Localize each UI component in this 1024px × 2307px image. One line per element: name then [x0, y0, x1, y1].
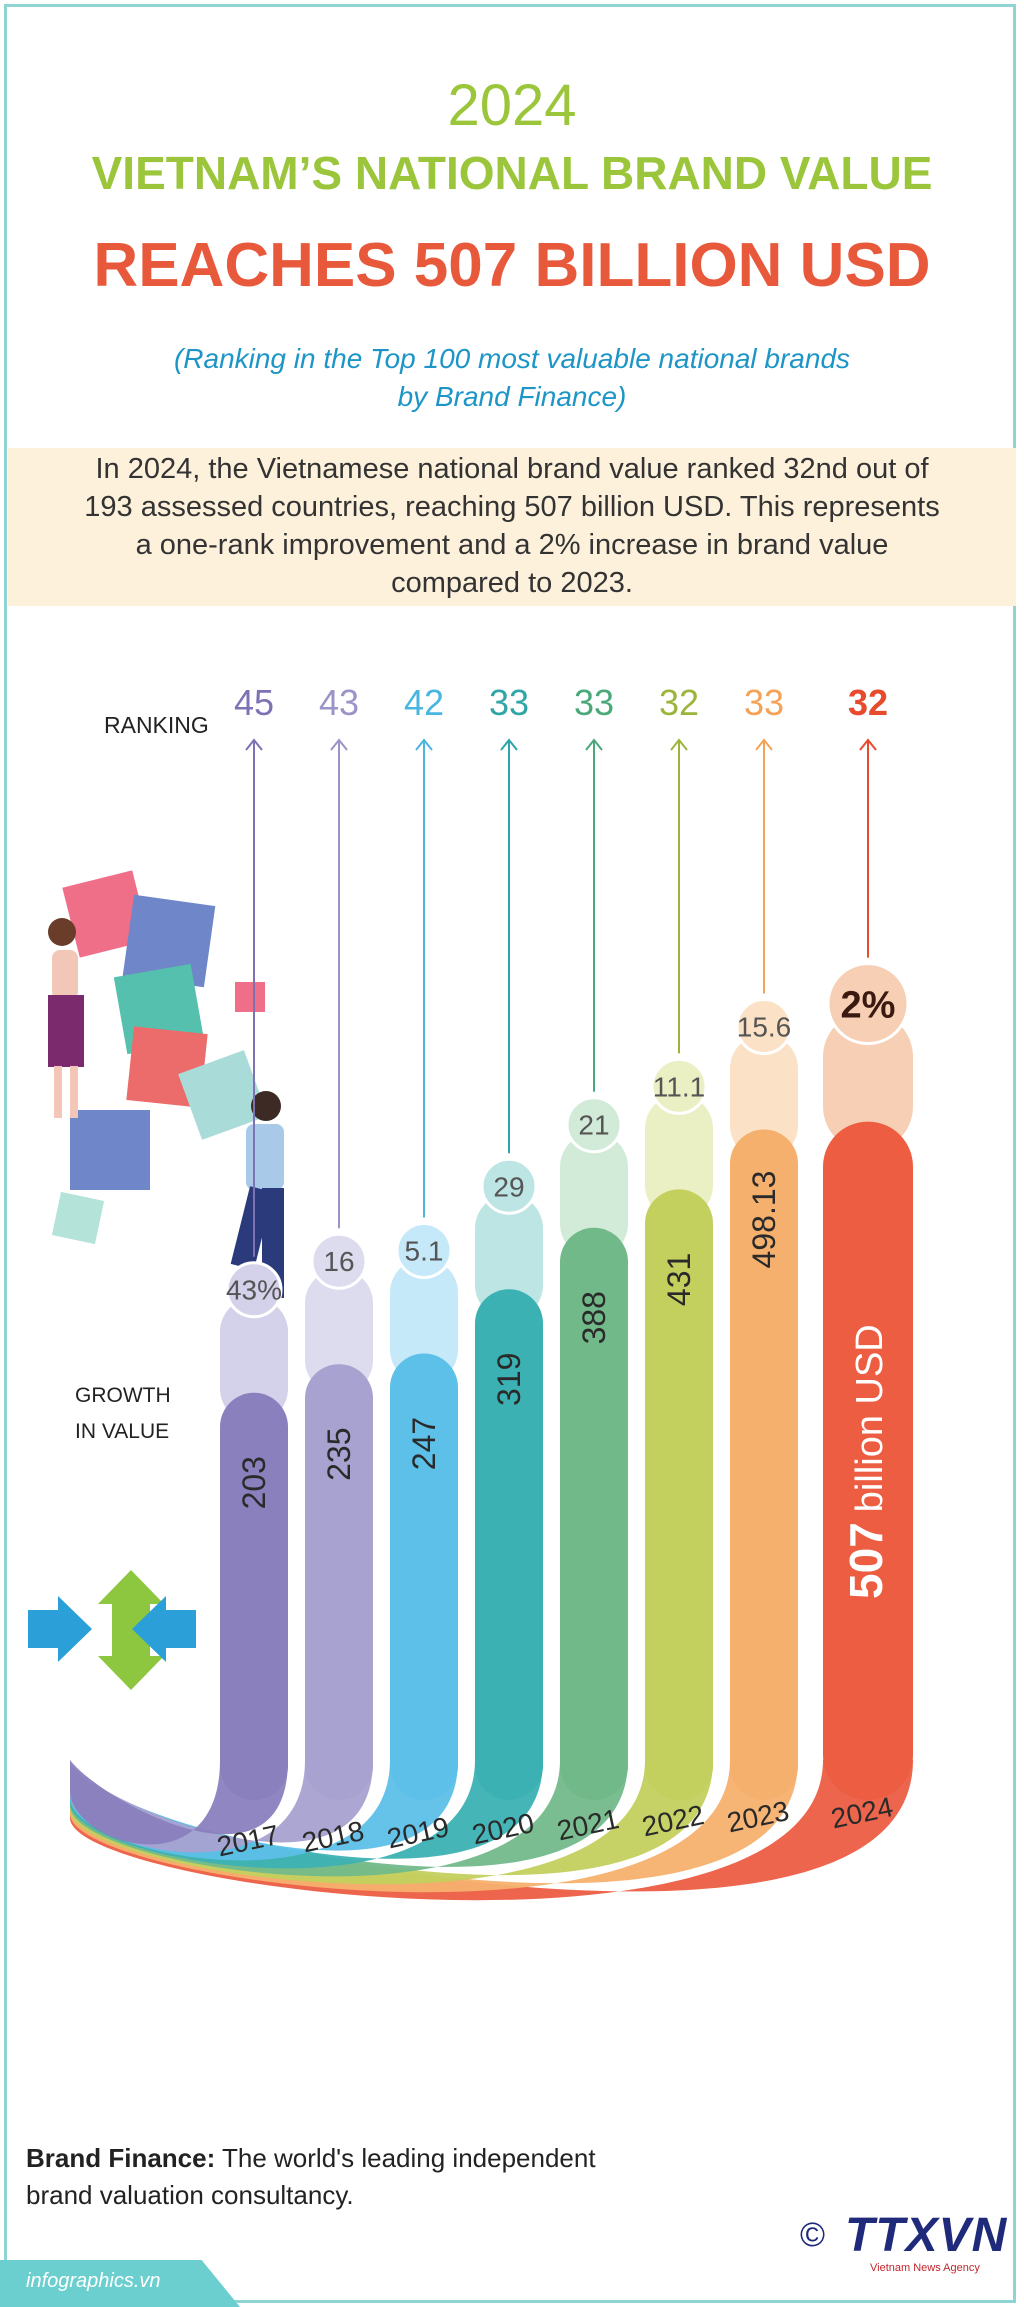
growth-bubble-2021 [565, 1096, 623, 1154]
person-woman-icon [48, 918, 84, 1118]
rank-value-2019: 42 [404, 682, 444, 723]
growth-label-2021: 21 [578, 1110, 609, 1141]
growth-bubble-2018 [310, 1232, 368, 1290]
rank-arrow-head-2017 [245, 738, 263, 751]
subtitle-line-1: (Ranking in the Top 100 most valuable na… [173, 343, 851, 374]
brand-blocks-icon [51, 870, 268, 1245]
footer-site-link[interactable]: infographics.vn [26, 2270, 161, 2292]
rank-value-2023: 33 [744, 682, 784, 723]
footer-brand-name: Brand Finance: [26, 2143, 216, 2173]
value-label-2024: 507 billion USD [840, 1324, 892, 1599]
title-line-1: VIETNAM’S NATIONAL BRAND VALUE [91, 147, 933, 199]
value-label-2018: 235 [321, 1427, 357, 1480]
value-label-2022: 431 [661, 1253, 697, 1306]
bar-cap-2021 [560, 1132, 628, 1258]
rank-value-2020: 33 [489, 682, 529, 723]
growth-label-line-2: IN VALUE [75, 1420, 170, 1443]
highlight-unit: billion USD [849, 1324, 891, 1512]
bar-2023 [730, 1129, 798, 1800]
bar-cap-2017 [220, 1297, 288, 1423]
growth-bubble-2024 [826, 962, 910, 1046]
summary-line-3: a one-rank improvement and a 2% increase… [135, 529, 889, 561]
bar-2018 [305, 1364, 373, 1800]
bar-2021 [560, 1227, 628, 1800]
footer-strip [0, 2260, 240, 2307]
rank-value-2022: 32 [659, 682, 699, 723]
ranking-label: RANKING [104, 712, 209, 738]
bar-2019 [390, 1353, 458, 1800]
bar-cap-2022 [645, 1094, 713, 1220]
bar-2017 [220, 1392, 288, 1800]
decor-illustration [28, 870, 284, 1690]
rank-value-2024: 32 [848, 682, 888, 723]
bar-cap-2019 [390, 1258, 458, 1384]
rank-arrow-head-2021 [585, 738, 603, 751]
rank-arrow-head-2018 [330, 738, 348, 751]
value-label-2023: 498.13 [746, 1171, 782, 1269]
growth-bubble-2023 [735, 998, 793, 1056]
growth-bubble-2017 [225, 1261, 283, 1319]
page-frame [4, 4, 1016, 2303]
subtitle-line-2: by Brand Finance) [397, 381, 627, 412]
summary-line-4: compared to 2023. [391, 567, 633, 599]
value-label-2019: 247 [406, 1417, 442, 1470]
rank-arrow-head-2019 [415, 738, 433, 751]
growth-label-2019: 5.1 [405, 1235, 444, 1266]
rank-value-2017: 45 [234, 682, 274, 723]
summary-box: In 2024, the Vietnamese national brand v… [8, 448, 1016, 606]
copyright-icon: © [800, 2216, 826, 2254]
value-label-2021: 388 [576, 1291, 612, 1344]
bar-cap-2020 [475, 1194, 543, 1320]
rank-arrow-head-2022 [670, 738, 688, 751]
footer-description-1: The world's leading independent [215, 2143, 596, 2173]
bar-cap-2024 [823, 1011, 913, 1152]
rank-arrow-head-2020 [500, 738, 518, 751]
growth-label-2024: 2% [841, 985, 896, 1027]
growth-bubble-2019 [395, 1221, 453, 1279]
highlight-value: 507 [840, 1522, 892, 1599]
growth-label-2023: 15.6 [737, 1012, 792, 1043]
growth-label-2022: 11.1 [653, 1071, 705, 1102]
bar-2022 [645, 1189, 713, 1800]
growth-bubble-2022 [650, 1057, 708, 1115]
agency-logo: TTXVN [845, 2209, 1008, 2262]
growth-bubble-2020 [480, 1157, 538, 1215]
pinwheel-logo-icon [28, 1570, 196, 1690]
growth-label-2018: 16 [323, 1246, 354, 1277]
growth-label-line-1: GROWTH [75, 1384, 171, 1407]
bar-2020 [475, 1289, 543, 1800]
header-year: 2024 [447, 73, 577, 138]
rank-value-2021: 33 [574, 682, 614, 723]
summary-line-2: 193 assessed countries, reaching 507 bil… [84, 491, 940, 523]
bar-cap-2023 [730, 1034, 798, 1160]
footer-description-2: brand valuation consultancy. [26, 2180, 354, 2210]
rank-value-2018: 43 [319, 682, 359, 723]
value-label-2020: 319 [491, 1353, 527, 1406]
growth-label-2017: 43% [226, 1275, 282, 1306]
value-label-2017: 203 [236, 1456, 272, 1509]
bar-cap-2018 [305, 1269, 373, 1395]
growth-label-2020: 29 [493, 1171, 524, 1202]
title-line-2: REACHES 507 BILLION USD [93, 231, 931, 300]
rank-arrow-head-2023 [755, 738, 773, 751]
footer-note: Brand Finance: The world's leading indep… [26, 2140, 596, 2214]
agency-subtitle: Vietnam News Agency [870, 2262, 980, 2274]
growth-label: GROWTH IN VALUE [75, 1378, 171, 1450]
bar-2024 [823, 1121, 913, 1800]
subtitle: (Ranking in the Top 100 most valuable na… [150, 340, 874, 416]
rank-arrow-head-2024 [859, 738, 877, 751]
summary-line-1: In 2024, the Vietnamese national brand v… [95, 453, 929, 485]
